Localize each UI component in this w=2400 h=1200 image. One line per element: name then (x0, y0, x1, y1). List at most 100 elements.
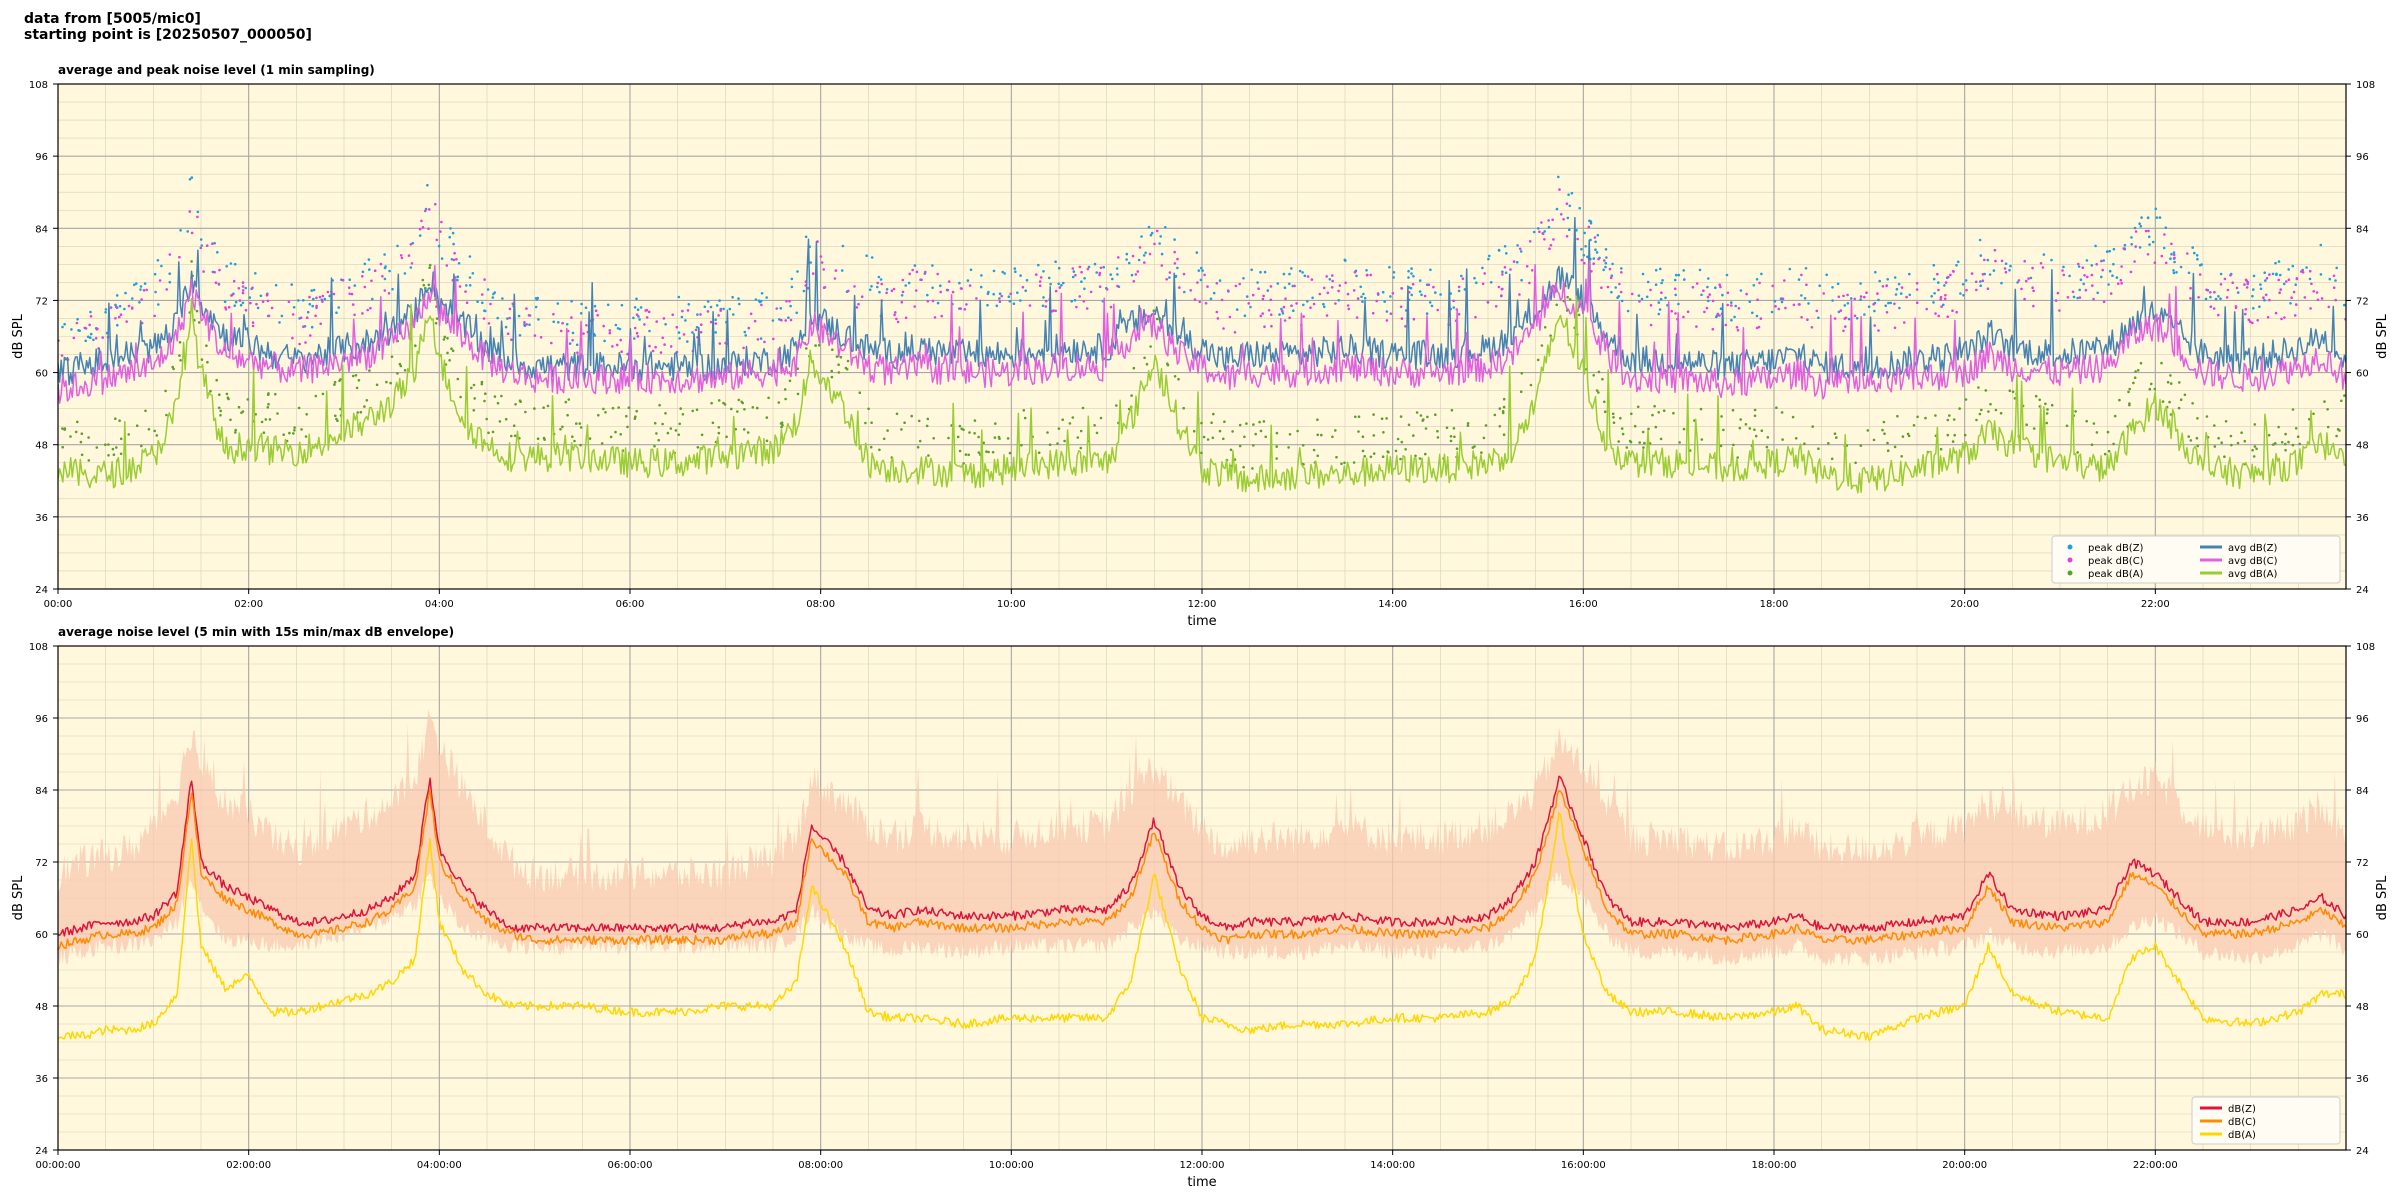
scatter-point (1937, 288, 1940, 292)
scatter-point (115, 305, 118, 309)
scatter-point (1504, 271, 1508, 275)
scatter-point (332, 292, 336, 296)
scatter-point (1392, 271, 1396, 274)
scatter-point (1173, 375, 1177, 378)
scatter-point (1592, 374, 1595, 377)
scatter-point (1886, 441, 1889, 445)
scatter-point (2277, 425, 2280, 429)
scatter-point (2004, 270, 2008, 274)
scatter-point (2196, 444, 2199, 448)
y-tick-label-left: 72 (35, 858, 48, 869)
scatter-point (1252, 444, 1255, 447)
scatter-point (987, 450, 990, 454)
scatter-point (1149, 345, 1152, 348)
scatter-point (1262, 294, 1265, 298)
scatter-point (351, 374, 355, 378)
scatter-point (1702, 289, 1705, 293)
scatter-point (1145, 362, 1149, 366)
scatter-point (1288, 316, 1291, 320)
scatter-point (156, 259, 160, 262)
scatter-point (304, 435, 308, 438)
scatter-point (1483, 272, 1486, 275)
scatter-point (451, 231, 455, 235)
scatter-point (440, 257, 444, 260)
scatter-point (135, 424, 139, 428)
scatter-point (1042, 296, 1045, 299)
scatter-point (1387, 450, 1390, 454)
scatter-point (2189, 439, 2193, 442)
scatter-point (804, 235, 808, 239)
scatter-point (310, 325, 314, 329)
scatter-point (715, 304, 719, 307)
scatter-point (202, 270, 205, 273)
scatter-point (1700, 293, 1703, 297)
scatter-point (1844, 316, 1848, 320)
scatter-point (1657, 301, 1661, 304)
legend-label: dB(Z) (2228, 1104, 2256, 1115)
scatter-point (1269, 313, 1273, 317)
scatter-point (2130, 236, 2133, 239)
scatter-point (2111, 274, 2114, 278)
scatter-point (1048, 443, 1052, 447)
scatter-point (1295, 302, 1298, 305)
scatter-point (274, 283, 278, 287)
scatter-point (1939, 298, 1942, 301)
scatter-point (1725, 273, 1729, 277)
scatter-point (1238, 423, 1242, 427)
scatter-point (2148, 243, 2151, 246)
scatter-point (1021, 285, 1025, 289)
scatter-point (262, 431, 266, 435)
scatter-point (1994, 259, 1997, 263)
scatter-point (1394, 449, 1398, 453)
scatter-point (418, 234, 422, 237)
scatter-point (282, 433, 286, 437)
scatter-point (2112, 442, 2115, 446)
scatter-point (1078, 295, 1081, 298)
scatter-point (1054, 260, 1057, 264)
scatter-point (2294, 283, 2297, 287)
scatter-point (1844, 325, 1847, 328)
scatter-point (428, 263, 432, 267)
legend-label: peak dB(C) (2088, 556, 2144, 567)
scatter-point (1565, 309, 1569, 312)
scatter-point (648, 344, 651, 348)
scatter-point (61, 325, 64, 329)
scatter-point (918, 439, 922, 443)
scatter-point (1453, 435, 1456, 439)
scatter-point (2213, 424, 2216, 427)
y-tick-label-left: 36 (35, 1074, 48, 1085)
scatter-point (2244, 308, 2248, 311)
scatter-point (225, 392, 229, 396)
scatter-point (450, 258, 454, 261)
scatter-point (1330, 286, 1334, 289)
scatter-point (1434, 291, 1437, 294)
scatter-point (647, 310, 651, 314)
scatter-point (2217, 313, 2220, 317)
scatter-point (414, 344, 417, 348)
scatter-point (1323, 305, 1326, 309)
y-axis-label-right: dB SPL (2375, 313, 2390, 358)
scatter-point (1052, 309, 1055, 312)
scatter-point (1245, 295, 1249, 298)
scatter-point (822, 268, 825, 271)
scatter-point (992, 292, 995, 296)
scatter-point (1636, 405, 1640, 409)
scatter-point (968, 284, 972, 287)
scatter-point (648, 329, 651, 333)
scatter-point (1486, 300, 1490, 304)
scatter-point (383, 277, 387, 281)
scatter-point (927, 454, 930, 457)
scatter-point (1863, 313, 1866, 316)
scatter-point (2274, 261, 2277, 265)
scatter-point (2291, 443, 2295, 447)
scatter-point (261, 300, 265, 304)
scatter-point (1670, 309, 1673, 313)
scatter-point (1695, 282, 1699, 285)
scatter-point (765, 416, 769, 419)
scatter-point (669, 427, 673, 430)
scatter-point (213, 270, 216, 274)
scatter-point (1287, 446, 1290, 449)
scatter-point (1481, 266, 1484, 270)
scatter-point (1115, 267, 1119, 270)
scatter-point (2319, 243, 2323, 247)
